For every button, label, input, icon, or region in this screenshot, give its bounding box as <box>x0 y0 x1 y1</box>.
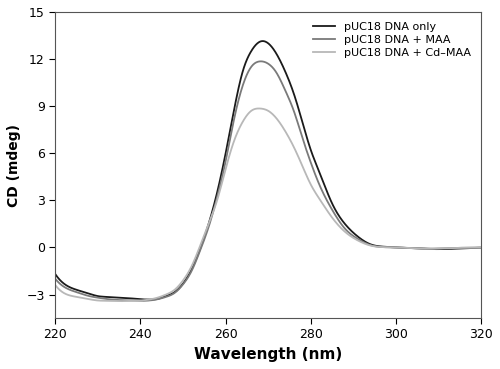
pUC18 DNA + MAA <box>258 59 264 63</box>
pUC18 DNA only <box>147 297 153 302</box>
pUC18 DNA + Cd–MAA <box>116 299 122 303</box>
pUC18 DNA + MAA <box>478 245 484 250</box>
pUC18 DNA only <box>312 159 318 163</box>
Y-axis label: CD (mdeg): CD (mdeg) <box>7 124 21 207</box>
pUC18 DNA + Cd–MAA <box>312 190 318 194</box>
pUC18 DNA + Cd–MAA <box>376 245 382 249</box>
pUC18 DNA + Cd–MAA <box>478 245 484 250</box>
pUC18 DNA + MAA <box>78 292 84 296</box>
X-axis label: Wavelength (nm): Wavelength (nm) <box>194 347 342 362</box>
Line: pUC18 DNA only: pUC18 DNA only <box>56 41 481 300</box>
pUC18 DNA + Cd–MAA <box>420 246 426 251</box>
pUC18 DNA only <box>420 246 426 251</box>
pUC18 DNA only <box>260 39 266 43</box>
pUC18 DNA + MAA <box>300 139 306 144</box>
pUC18 DNA + Cd–MAA <box>52 283 59 287</box>
pUC18 DNA + Cd–MAA <box>324 209 330 214</box>
pUC18 DNA + Cd–MAA <box>256 106 262 111</box>
pUC18 DNA only <box>376 244 382 248</box>
Line: pUC18 DNA + MAA: pUC18 DNA + MAA <box>56 61 481 301</box>
pUC18 DNA only <box>300 124 306 129</box>
Legend: pUC18 DNA only, pUC18 DNA + MAA, pUC18 DNA + Cd–MAA: pUC18 DNA only, pUC18 DNA + MAA, pUC18 D… <box>308 17 476 62</box>
pUC18 DNA + MAA <box>312 171 318 176</box>
pUC18 DNA + Cd–MAA <box>300 167 306 171</box>
Line: pUC18 DNA + Cd–MAA: pUC18 DNA + Cd–MAA <box>56 108 481 301</box>
pUC18 DNA + MAA <box>420 246 426 251</box>
pUC18 DNA only <box>324 191 330 196</box>
pUC18 DNA only <box>52 272 59 276</box>
pUC18 DNA + MAA <box>138 299 144 303</box>
pUC18 DNA only <box>78 289 84 294</box>
pUC18 DNA + Cd–MAA <box>78 296 84 300</box>
pUC18 DNA + MAA <box>52 277 59 281</box>
pUC18 DNA only <box>478 245 484 250</box>
pUC18 DNA + MAA <box>324 200 330 204</box>
pUC18 DNA + MAA <box>376 245 382 249</box>
